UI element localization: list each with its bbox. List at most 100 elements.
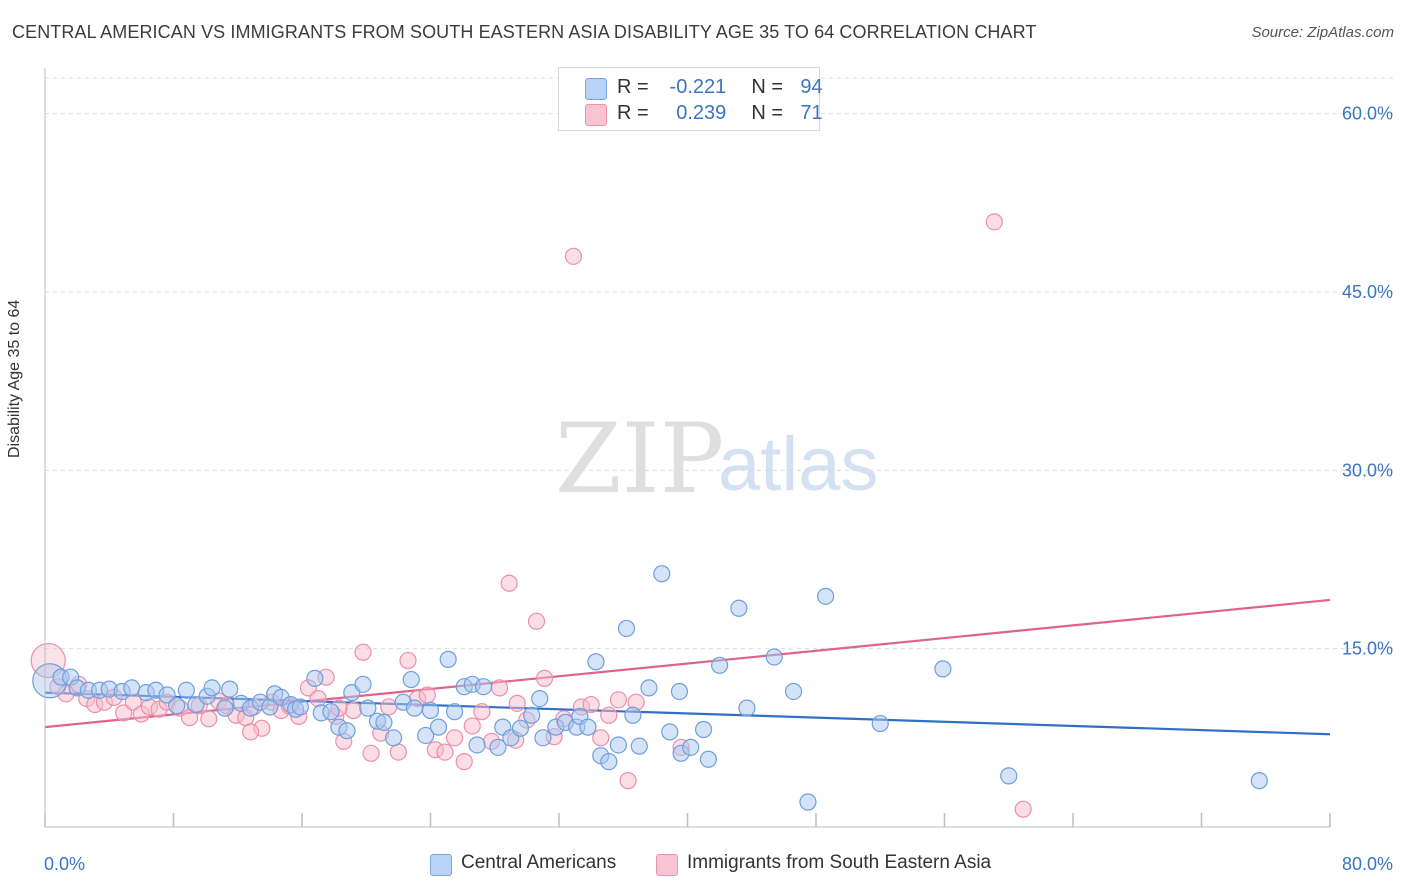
point-se-asia: [309, 689, 327, 708]
legend-swatch-blue: [585, 78, 607, 100]
y-axis-label: Disability Age 35 to 64: [6, 299, 23, 458]
x-tick-label-min: 0.0%: [44, 854, 85, 874]
point-central-americans: [216, 699, 234, 717]
point-central-americans: [322, 703, 340, 721]
point-central-americans: [694, 720, 713, 739]
point-se-asia: [600, 706, 618, 724]
y-tick-label: 15.0%: [1342, 639, 1393, 659]
point-central-americans: [511, 719, 530, 737]
point-central-americans: [579, 718, 597, 736]
bottom-legend-swatch-pink: [656, 854, 678, 876]
bottom-legend-swatch-blue: [430, 854, 452, 876]
point-central-americans: [799, 793, 817, 811]
legend-r-label: R =: [617, 102, 649, 124]
point-se-asia: [380, 698, 398, 716]
point-central-americans: [934, 660, 952, 678]
point-se-asia: [30, 642, 66, 679]
point-central-americans: [158, 686, 176, 704]
point-se-asia: [389, 743, 407, 761]
chart-title: CENTRAL AMERICAN VS IMMIGRANTS FROM SOUT…: [12, 22, 1037, 42]
y-tick-label: 30.0%: [1342, 460, 1393, 480]
point-central-americans: [617, 619, 636, 638]
point-se-asia: [445, 729, 464, 747]
point-central-americans: [600, 753, 618, 771]
point-se-asia: [362, 744, 380, 762]
point-se-asia: [436, 743, 454, 761]
point-central-americans: [765, 648, 783, 666]
point-central-americans: [699, 750, 717, 768]
point-se-asia: [463, 717, 481, 735]
point-se-asia: [115, 704, 133, 722]
point-central-americans: [640, 679, 658, 697]
point-central-americans: [429, 718, 448, 736]
x-tick-label-max: 80.0%: [1342, 854, 1393, 874]
point-central-americans: [624, 706, 642, 724]
point-central-americans: [338, 722, 356, 740]
point-central-americans: [682, 738, 700, 756]
point-se-asia: [399, 651, 417, 670]
watermark-zip: ZIP: [555, 403, 724, 515]
point-se-asia: [455, 753, 473, 771]
point-central-americans: [359, 699, 377, 717]
legend-n-label: N =: [751, 102, 784, 124]
point-se-asia: [242, 723, 260, 741]
point-central-americans: [711, 656, 729, 674]
point-central-americans: [168, 697, 186, 715]
point-se-asia: [1014, 800, 1032, 818]
point-se-asia: [609, 691, 628, 709]
point-se-asia: [508, 694, 526, 712]
point-se-asia: [500, 574, 518, 592]
correlation-legend: R = -0.221 N = 94 R = 0.239 N = 71: [558, 67, 823, 131]
point-central-americans: [203, 679, 221, 697]
point-central-americans: [730, 599, 748, 617]
legend-r-value: 0.239: [676, 102, 727, 124]
y-tick-label: 60.0%: [1342, 104, 1393, 124]
point-central-americans: [445, 703, 464, 721]
point-central-americans: [531, 689, 549, 708]
point-central-americans: [291, 698, 309, 716]
point-central-americans: [1000, 767, 1018, 785]
legend-swatch-pink: [585, 104, 607, 126]
point-se-asia: [564, 247, 583, 265]
legend-n-value: 71: [800, 102, 823, 124]
watermark-atlas: atlas: [718, 422, 879, 507]
point-central-americans: [871, 714, 889, 733]
point-central-americans: [405, 699, 424, 717]
point-central-americans: [653, 565, 671, 583]
point-se-asia: [592, 729, 610, 747]
point-central-americans: [534, 729, 552, 747]
y-tick-label: 45.0%: [1342, 282, 1393, 302]
point-central-americans: [221, 680, 239, 698]
point-se-asia: [418, 686, 436, 704]
point-central-americans: [784, 682, 803, 701]
legend-r-label: R =: [617, 76, 649, 98]
point-central-americans: [417, 726, 435, 745]
point-central-americans: [123, 679, 141, 697]
point-se-asia: [535, 669, 554, 687]
point-central-americans: [375, 713, 393, 731]
source-label: Source: ZipAtlas.com: [1251, 24, 1394, 41]
point-central-americans: [587, 653, 605, 671]
point-se-asia: [354, 643, 372, 661]
point-central-americans: [421, 701, 440, 720]
bottom-legend-label: Central Americans: [461, 852, 617, 873]
legend-n-value: 94: [800, 76, 823, 98]
point-central-americans: [439, 650, 457, 668]
point-central-americans: [489, 738, 507, 756]
point-se-asia: [619, 772, 637, 790]
point-central-americans: [670, 682, 689, 701]
legend-r-value: -0.221: [669, 76, 727, 98]
point-central-americans: [609, 736, 628, 754]
legend-n-label: N =: [751, 76, 784, 98]
point-central-americans: [354, 675, 372, 693]
point-se-asia: [200, 710, 218, 728]
point-central-americans: [523, 706, 541, 724]
point-central-americans: [468, 736, 486, 754]
point-se-asia: [985, 213, 1003, 231]
point-central-americans: [1250, 772, 1268, 790]
point-se-asia: [473, 703, 491, 721]
point-central-americans: [738, 699, 756, 717]
bottom-legend-label: Immigrants from South Eastern Asia: [687, 852, 992, 873]
point-central-americans: [630, 737, 648, 755]
